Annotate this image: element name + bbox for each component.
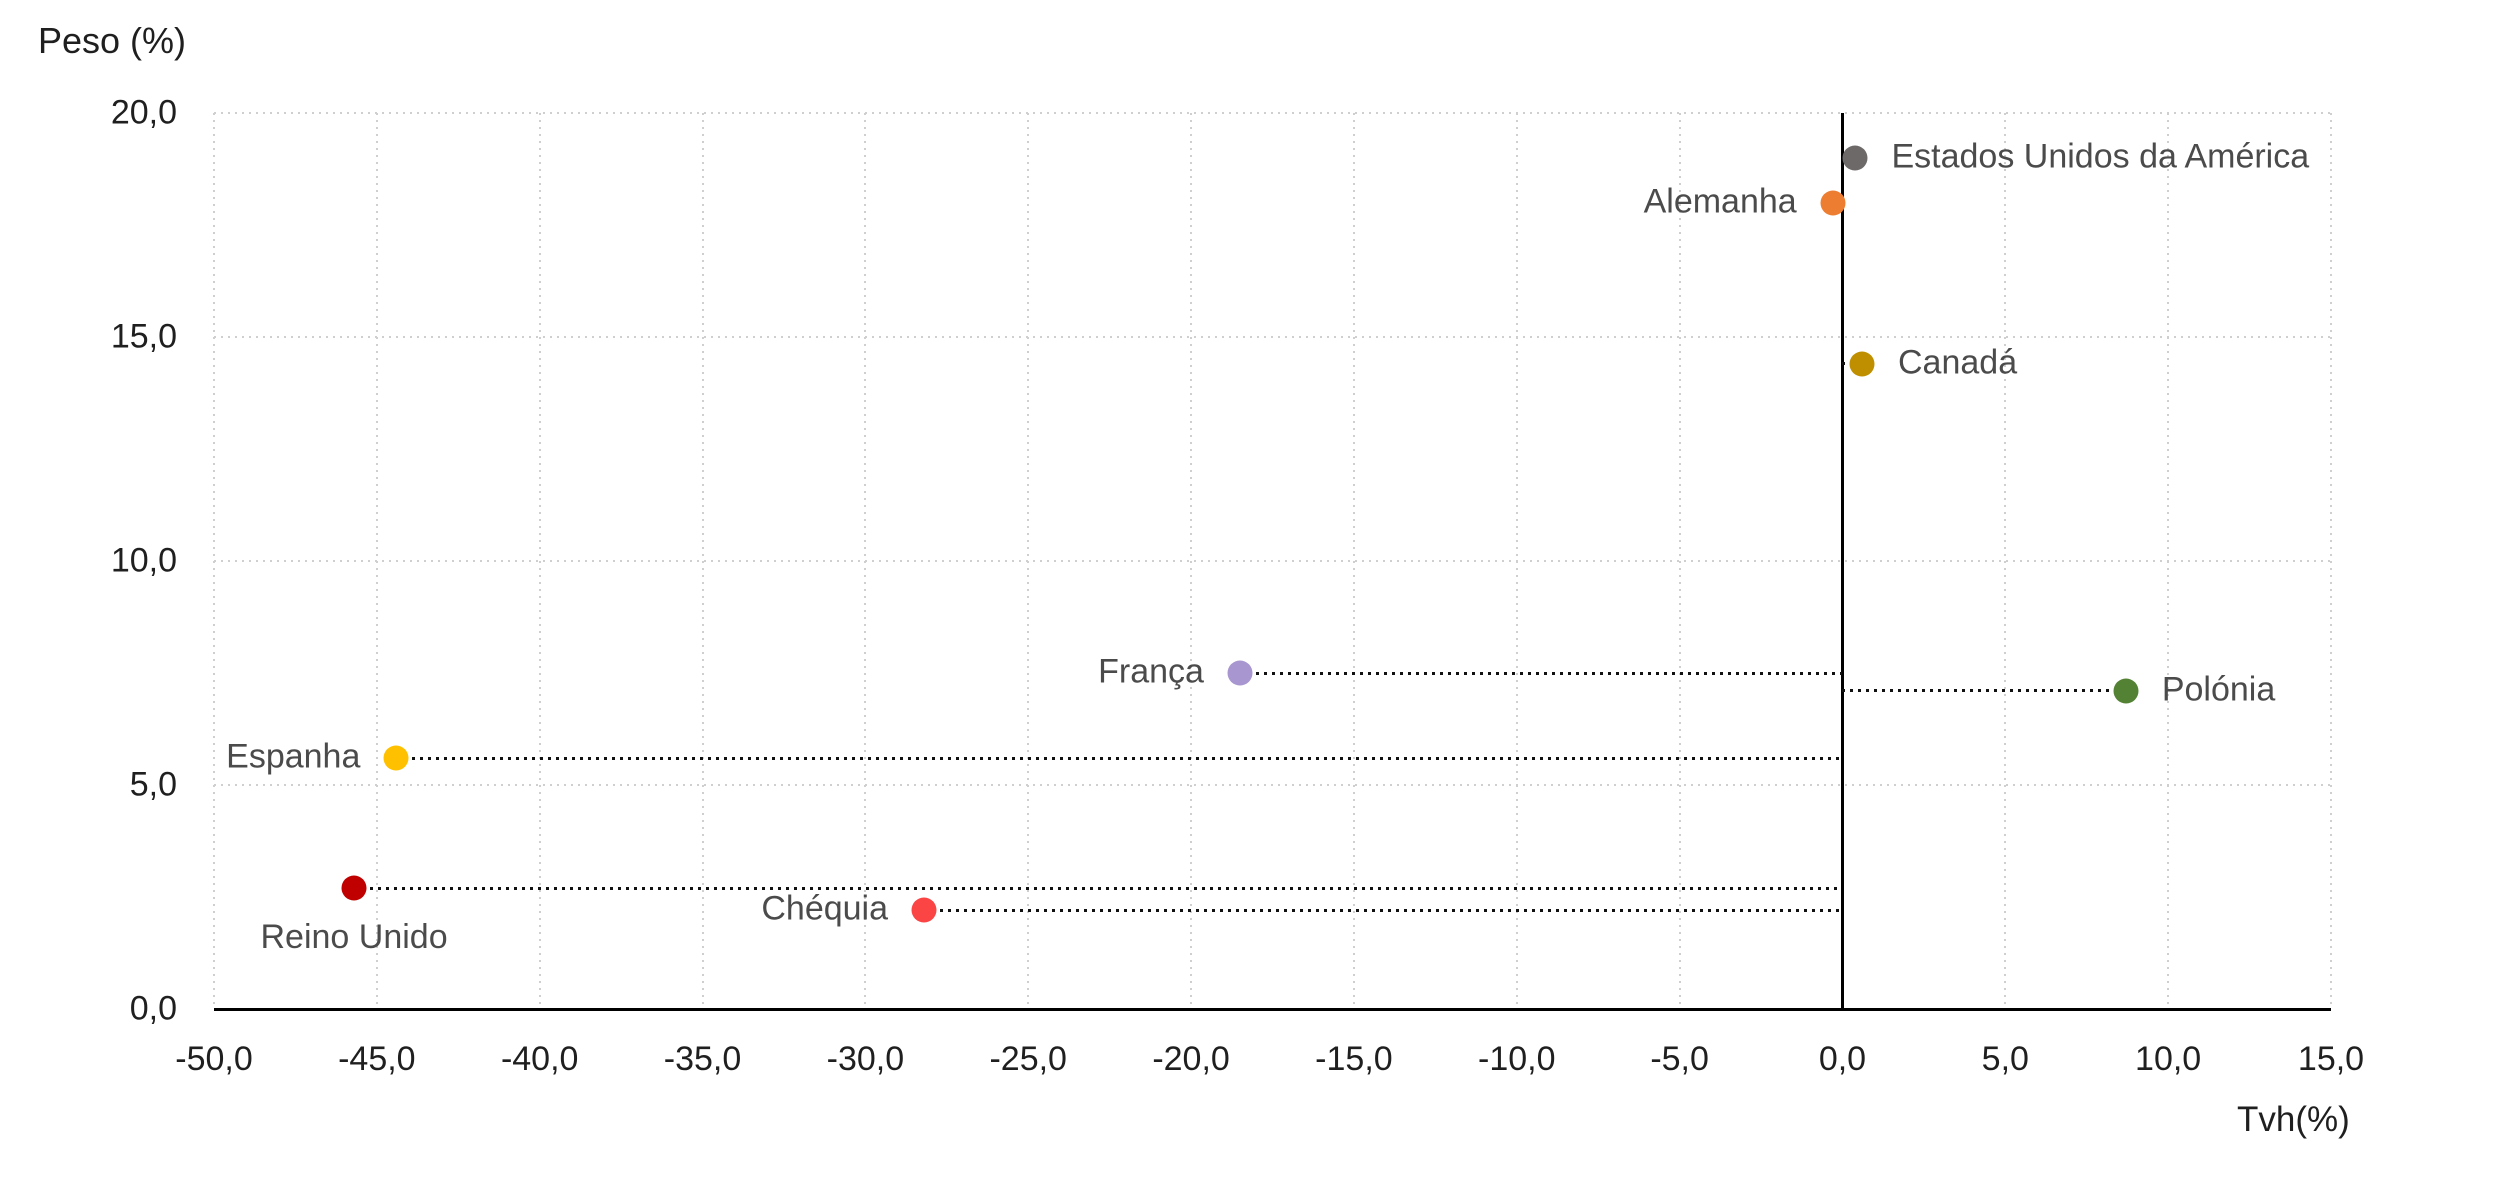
y-tick-label-20: 20,0 xyxy=(110,93,177,132)
x-tick-label--15: -15,0 xyxy=(1315,1040,1393,1078)
x-axis-line xyxy=(214,1008,2331,1011)
point-label-espanha: Espanha xyxy=(226,737,361,776)
x-tick-label--5: -5,0 xyxy=(1650,1040,1709,1078)
x-tick-label--40: -40,0 xyxy=(500,1040,579,1078)
leader-line-chequia xyxy=(924,908,1843,912)
x-tick-label--10: -10,0 xyxy=(1478,1040,1556,1078)
data-point-estados-unidos-da-america xyxy=(1842,145,1868,171)
y-tick-label-10: 10,0 xyxy=(110,541,177,580)
point-label-franca: França xyxy=(1098,652,1204,691)
y-tick-label-5: 5,0 xyxy=(129,765,177,804)
x-tick-label--50: -50,0 xyxy=(175,1040,253,1078)
point-label-estados-unidos-da-america: Estados Unidos da América xyxy=(1891,137,2310,176)
x-tick-label--30: -30,0 xyxy=(826,1040,905,1078)
data-point-franca xyxy=(1227,660,1253,686)
gridline-x-15 xyxy=(2330,113,2332,1009)
x-axis-title: Tvh(%) xyxy=(2237,1100,2350,1139)
leader-line-espanha xyxy=(396,756,1843,760)
y-tick-label-15: 15,0 xyxy=(110,317,177,356)
gridline-y-15 xyxy=(214,336,2331,338)
x-tick-label-10: 10,0 xyxy=(2135,1040,2202,1078)
gridline-y-10 xyxy=(214,560,2331,562)
point-label-canada: Canadá xyxy=(1898,343,2018,382)
x-tick-label-5: 5,0 xyxy=(1981,1040,2029,1078)
x-tick-label--25: -25,0 xyxy=(989,1040,1067,1078)
x-tick-label-0: 0,0 xyxy=(1818,1040,1867,1078)
leader-line-franca xyxy=(1239,671,1843,675)
y-axis-title: Peso (%) xyxy=(38,20,187,61)
x-tick-label-15: 15,0 xyxy=(2297,1040,2365,1078)
gridline-y-5 xyxy=(214,784,2331,786)
x-tick-label--45: -45,0 xyxy=(338,1040,416,1078)
x-tick-label--35: -35,0 xyxy=(663,1040,742,1078)
x-tick-label--20: -20,0 xyxy=(1152,1040,1230,1078)
data-point-polonia xyxy=(2113,678,2139,704)
y-tick-label-0: 0,0 xyxy=(129,989,177,1028)
zero-vertical-axis-line xyxy=(1840,113,1844,1009)
data-point-espanha xyxy=(383,745,409,771)
data-point-reino-unido xyxy=(341,875,367,901)
point-label-reino-unido: Reino Unido xyxy=(260,918,448,957)
gridline-y-20 xyxy=(214,112,2331,114)
data-point-chequia xyxy=(911,897,937,923)
point-label-polonia: Polónia xyxy=(2161,670,2276,709)
point-label-alemanha: Alemanha xyxy=(1643,182,1797,221)
leader-line-polonia xyxy=(1842,689,2126,693)
data-point-alemanha xyxy=(1820,190,1846,216)
leader-line-reino-unido xyxy=(354,886,1843,890)
point-label-chequia: Chéquia xyxy=(761,890,889,929)
data-point-canada xyxy=(1849,351,1875,377)
